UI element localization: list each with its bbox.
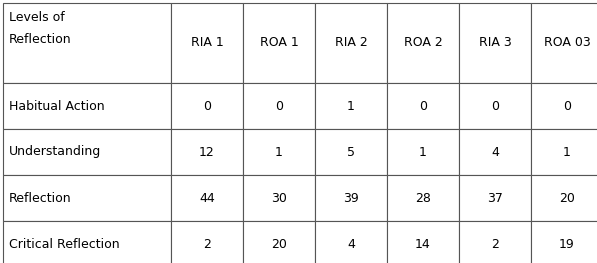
- Text: Understanding: Understanding: [9, 145, 101, 159]
- Text: ROA 2: ROA 2: [404, 37, 442, 49]
- Bar: [3, 3, 171, 83]
- Text: 0: 0: [563, 99, 571, 113]
- Text: RIA 1: RIA 1: [190, 37, 223, 49]
- Text: 44: 44: [199, 191, 215, 205]
- Text: Levels of
Reflection: Levels of Reflection: [9, 11, 72, 46]
- Bar: [171, 129, 243, 175]
- Text: Reflection: Reflection: [9, 191, 72, 205]
- Text: Critical Reflection: Critical Reflection: [9, 237, 119, 250]
- Text: 2: 2: [491, 237, 499, 250]
- Bar: [387, 221, 459, 263]
- Text: 5: 5: [347, 145, 355, 159]
- Text: ROA 03: ROA 03: [544, 37, 590, 49]
- Bar: [531, 83, 597, 129]
- Bar: [387, 129, 459, 175]
- Text: 4: 4: [491, 145, 499, 159]
- Bar: [387, 3, 459, 83]
- Text: 1: 1: [275, 145, 283, 159]
- Bar: [3, 221, 171, 263]
- Text: 37: 37: [487, 191, 503, 205]
- Bar: [243, 3, 315, 83]
- Text: 19: 19: [559, 237, 575, 250]
- Bar: [3, 83, 171, 129]
- Bar: [459, 221, 531, 263]
- Text: 1: 1: [347, 99, 355, 113]
- Bar: [315, 221, 387, 263]
- Bar: [387, 83, 459, 129]
- Text: 1: 1: [563, 145, 571, 159]
- Bar: [531, 129, 597, 175]
- Bar: [171, 175, 243, 221]
- Text: 0: 0: [203, 99, 211, 113]
- Text: 39: 39: [343, 191, 359, 205]
- Bar: [531, 175, 597, 221]
- Bar: [315, 129, 387, 175]
- Text: 28: 28: [415, 191, 431, 205]
- Text: Habitual Action: Habitual Action: [9, 99, 104, 113]
- Bar: [3, 175, 171, 221]
- Bar: [459, 175, 531, 221]
- Bar: [315, 83, 387, 129]
- Bar: [387, 175, 459, 221]
- Bar: [171, 221, 243, 263]
- Bar: [171, 3, 243, 83]
- Text: 12: 12: [199, 145, 215, 159]
- Bar: [459, 83, 531, 129]
- Bar: [243, 83, 315, 129]
- Bar: [459, 3, 531, 83]
- Text: RIA 3: RIA 3: [479, 37, 512, 49]
- Bar: [459, 129, 531, 175]
- Text: 0: 0: [275, 99, 283, 113]
- Text: ROA 1: ROA 1: [260, 37, 298, 49]
- Bar: [315, 3, 387, 83]
- Text: 1: 1: [419, 145, 427, 159]
- Bar: [315, 175, 387, 221]
- Text: RIA 2: RIA 2: [335, 37, 367, 49]
- Text: 2: 2: [203, 237, 211, 250]
- Text: 20: 20: [559, 191, 575, 205]
- Bar: [531, 221, 597, 263]
- Bar: [243, 221, 315, 263]
- Text: 30: 30: [271, 191, 287, 205]
- Text: 14: 14: [415, 237, 431, 250]
- Text: 0: 0: [491, 99, 499, 113]
- Bar: [531, 3, 597, 83]
- Bar: [243, 175, 315, 221]
- Bar: [3, 129, 171, 175]
- Text: 20: 20: [271, 237, 287, 250]
- Text: 4: 4: [347, 237, 355, 250]
- Bar: [171, 83, 243, 129]
- Bar: [243, 129, 315, 175]
- Text: 0: 0: [419, 99, 427, 113]
